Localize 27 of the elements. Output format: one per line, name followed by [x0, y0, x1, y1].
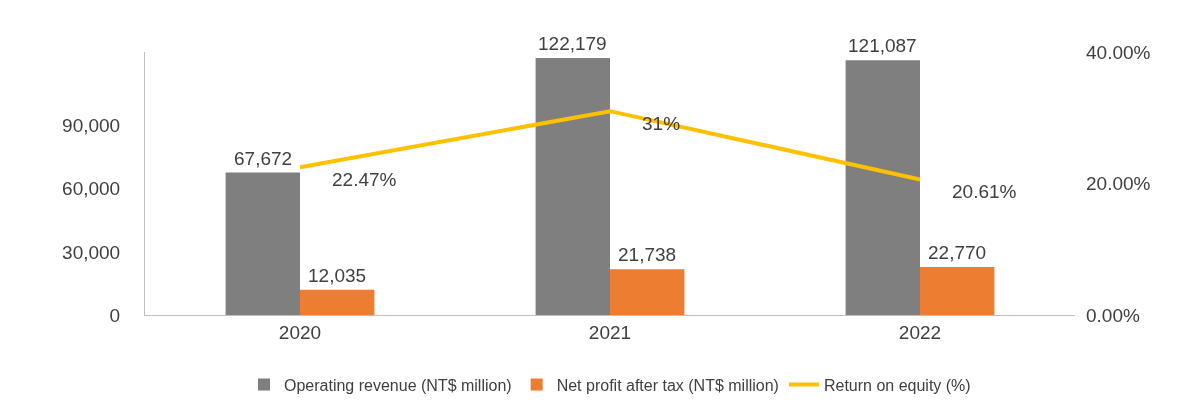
legend-label: Operating revenue (NT$ million) — [284, 376, 512, 394]
bar — [225, 172, 300, 315]
x-tick-label: 2022 — [898, 321, 942, 343]
data-label: 121,087 — [848, 35, 917, 56]
x-tick-label: 2021 — [588, 321, 632, 343]
bar — [920, 267, 995, 315]
bar — [300, 289, 375, 315]
y-tick-label: 90,000 — [62, 115, 121, 137]
data-label: 21,738 — [618, 244, 677, 265]
legend-label: Return on equity (%) — [823, 376, 971, 394]
data-label: 12,035 — [308, 265, 367, 286]
y2-tick-label: 40.00% — [1086, 41, 1151, 63]
y2-tick-label: 0.00% — [1086, 304, 1140, 326]
data-label: 20.61% — [952, 181, 1017, 202]
bar — [845, 60, 920, 315]
data-label: 22.47% — [332, 169, 397, 190]
data-label: 122,179 — [538, 33, 607, 54]
data-label: 67,672 — [234, 148, 293, 169]
y2-tick-label: 20.00% — [1086, 173, 1151, 195]
y-tick-label: 0 — [109, 304, 121, 326]
y-tick-label: 30,000 — [62, 241, 121, 263]
data-label: 22,770 — [928, 242, 987, 263]
legend-label: Net profit after tax (NT$ million) — [556, 376, 779, 394]
bar — [610, 269, 685, 315]
x-tick-label: 2020 — [278, 321, 322, 343]
bar — [535, 57, 610, 315]
y-tick-label: 60,000 — [62, 178, 121, 200]
